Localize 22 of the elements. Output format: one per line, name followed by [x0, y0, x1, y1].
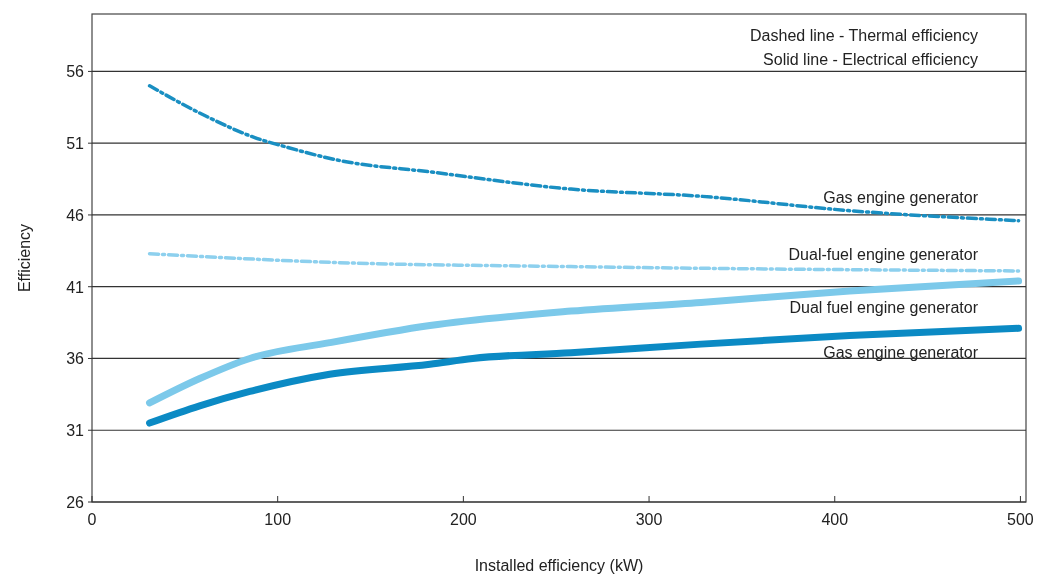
annotation: Dashed line - Thermal efficiency [750, 27, 978, 44]
y-tick-label: 51 [66, 135, 85, 153]
line-series [147, 84, 1021, 223]
x-tick-label: 200 [450, 511, 477, 528]
series-label: Dual-fuel engine generator [788, 245, 979, 263]
x-axis-title: Installed efficiency (kW) [474, 557, 644, 574]
y-axis-title: Efficiency [16, 223, 33, 293]
y-tick-label: 31 [66, 422, 85, 440]
x-tick-label: 400 [821, 511, 849, 528]
y-tick-label: 26 [66, 494, 85, 511]
x-tick-label: 500 [1007, 511, 1034, 528]
annotation: Solid line - Electrical efficiency [763, 51, 978, 68]
y-tick-label: 36 [66, 350, 85, 368]
x-tick-label: 0 [87, 511, 97, 528]
series-label: Gas engine generator [823, 188, 979, 206]
y-tick-label: 46 [66, 206, 85, 224]
x-tick-label: 300 [635, 511, 663, 528]
series-label: Dual fuel engine generator [789, 298, 979, 316]
x-tick-label: 100 [264, 511, 292, 528]
series-label: Gas engine generator [823, 343, 979, 361]
y-tick-label: 41 [66, 278, 85, 296]
y-tick-label: 56 [66, 63, 85, 81]
